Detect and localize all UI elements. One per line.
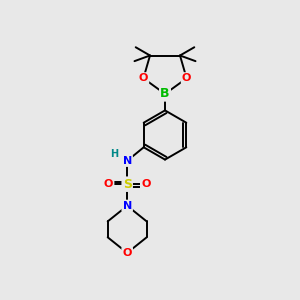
Text: O: O (141, 179, 151, 189)
Text: N: N (123, 201, 132, 211)
Text: O: O (182, 73, 191, 83)
Text: H: H (110, 149, 118, 159)
Text: O: O (139, 73, 148, 83)
Text: S: S (123, 178, 132, 191)
Text: N: N (123, 156, 132, 166)
Text: O: O (104, 179, 113, 189)
Text: B: B (160, 87, 170, 101)
Text: O: O (122, 248, 132, 258)
